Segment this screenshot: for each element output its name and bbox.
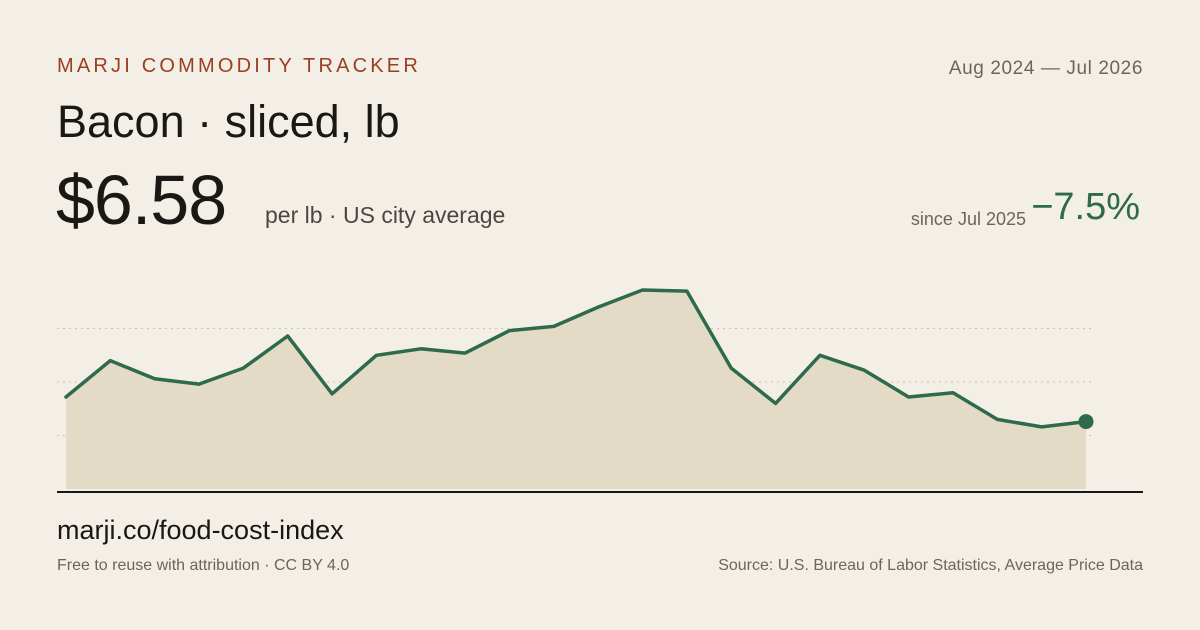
data-point (64, 395, 68, 399)
data-point (463, 351, 467, 355)
data-point (286, 334, 290, 338)
license-text: Free to reuse with attribution · CC BY 4… (57, 557, 350, 574)
data-point (862, 368, 866, 372)
data-point (1040, 425, 1044, 429)
date-range: Aug 2024 — Jul 2026 (948, 58, 1143, 79)
data-point (507, 329, 511, 333)
price-unit: per lb · US city average (265, 202, 506, 228)
data-point (374, 353, 378, 357)
data-point (419, 347, 423, 351)
data-point (774, 401, 778, 405)
since-label: since Jul 2025 (910, 209, 1026, 229)
data-point (108, 359, 112, 363)
data-point (729, 366, 733, 370)
data-point (818, 353, 822, 357)
source-text: Source: U.S. Bureau of Labor Statistics,… (718, 557, 1143, 574)
area-fill (66, 290, 1086, 489)
footer-url[interactable]: marji.co/food-cost-index (57, 515, 344, 545)
data-point (641, 288, 645, 292)
data-point (596, 305, 600, 309)
series-line (64, 288, 1088, 429)
data-point (995, 417, 999, 421)
data-point (241, 366, 245, 370)
data-point (552, 324, 556, 328)
data-point (197, 382, 201, 386)
data-point (153, 377, 157, 381)
data-point (685, 289, 689, 293)
data-point (907, 395, 911, 399)
page-title: Bacon · sliced, lb (57, 96, 400, 147)
latest-point-marker (1078, 414, 1094, 430)
data-point (330, 392, 334, 396)
current-price: $6.58 (56, 161, 227, 239)
data-point (951, 391, 955, 395)
price-change: −7.5% (1031, 186, 1140, 228)
brand-label: MARJI COMMODITY TRACKER (57, 55, 421, 77)
